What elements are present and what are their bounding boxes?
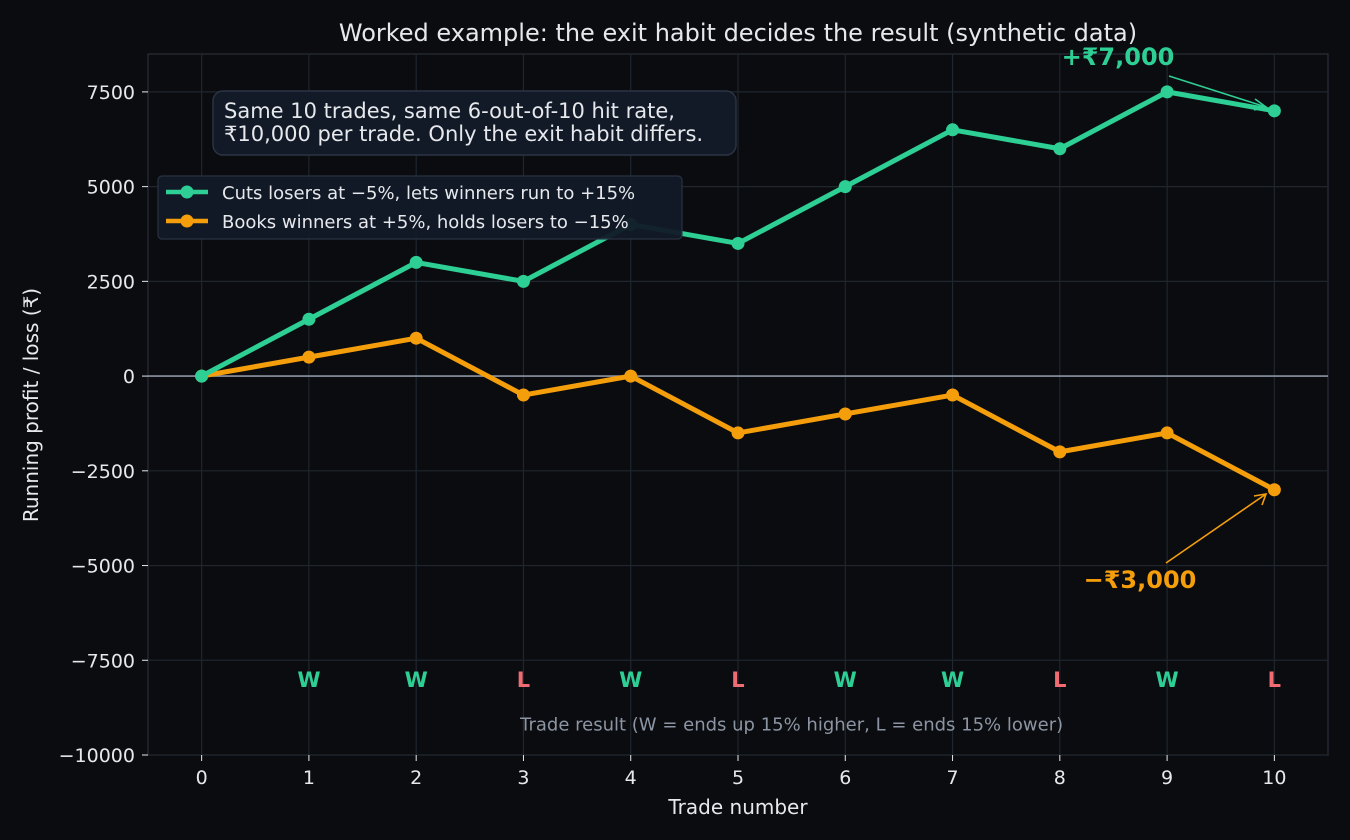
legend-label-series-1: Cuts losers at −5%, lets winners run to … xyxy=(222,183,635,204)
y-tick-label: −10000 xyxy=(59,745,135,767)
y-tick-label: −7500 xyxy=(71,650,135,672)
series-1-point xyxy=(838,180,852,194)
annotation-arrow-gain xyxy=(1168,75,1267,108)
series-1-point xyxy=(409,255,423,269)
trade-result-label: W xyxy=(834,668,857,692)
series-1-point xyxy=(1160,85,1174,99)
trade-result-label: L xyxy=(517,668,530,692)
series-2-point xyxy=(302,350,316,364)
y-axis-label: Running profit / loss (₹) xyxy=(19,288,43,522)
series-2-point xyxy=(1053,445,1067,459)
series-2-point xyxy=(946,388,960,402)
y-tick-label: 2500 xyxy=(87,271,135,293)
series-1-point xyxy=(516,274,530,288)
series-1-point xyxy=(302,312,316,326)
x-tick-label: 1 xyxy=(303,767,315,789)
note-box: Same 10 trades, same 6-out-of-10 hit rat… xyxy=(212,90,737,156)
trade-result-label: W xyxy=(619,668,642,692)
annotation-arrowhead-gain xyxy=(1253,98,1268,111)
legend-marker-series-2 xyxy=(180,214,194,228)
x-tick-label: 3 xyxy=(517,767,529,789)
annotation-gain: +₹7,000 xyxy=(1062,43,1175,71)
trade-result-label: L xyxy=(1053,668,1066,692)
x-tick-label: 5 xyxy=(732,767,744,789)
annotation-arrow-loss xyxy=(1165,493,1267,564)
trade-result-caption: Trade result (W = ends up 15% higher, L … xyxy=(519,715,1063,736)
series-1-point xyxy=(946,123,960,137)
y-tick-label: 7500 xyxy=(87,82,135,104)
y-tick-label: 0 xyxy=(123,366,135,388)
series-2-point xyxy=(516,388,530,402)
grid xyxy=(148,54,1328,756)
series-2-point xyxy=(731,426,745,440)
x-axis-label: Trade number xyxy=(667,795,808,819)
legend-marker-series-1 xyxy=(180,185,194,199)
series-1-point xyxy=(1053,142,1067,156)
series-2-point xyxy=(1160,426,1174,440)
y-tick-label: −5000 xyxy=(71,556,135,578)
x-tick-label: 0 xyxy=(196,767,208,789)
x-tick-label: 6 xyxy=(839,767,851,789)
trade-result-label: L xyxy=(731,668,744,692)
legend: Cuts losers at −5%, lets winners run to … xyxy=(157,175,683,240)
series-2-point xyxy=(1267,483,1281,497)
trade-result-label: W xyxy=(1156,668,1179,692)
y-tick-label: 5000 xyxy=(87,177,135,199)
series-layer xyxy=(195,85,1281,497)
series-2-point xyxy=(409,331,423,345)
series-1-point xyxy=(731,236,745,250)
tick-labels: 0 1 2 3 4 5 6 7 8 9 10 −10000 −7500 −5000 −2500 0 2500 50… xyxy=(59,82,1287,789)
series-2-point xyxy=(838,407,852,421)
x-tick-label: 10 xyxy=(1262,767,1286,789)
note-line-2: ₹10,000 per trade. Only the exit habit d… xyxy=(224,122,703,146)
x-tick-label: 2 xyxy=(410,767,422,789)
x-tick-label: 8 xyxy=(1054,767,1066,789)
trade-result-label: W xyxy=(405,668,428,692)
annotations: +₹7,000 −₹3,000 xyxy=(1062,43,1268,594)
legend-label-series-2: Books winners at +5%, holds losers to −1… xyxy=(222,212,629,233)
trade-result-label: W xyxy=(941,668,964,692)
series-1-point xyxy=(1267,104,1281,118)
trade-result-label: L xyxy=(1268,668,1281,692)
x-tick-label: 4 xyxy=(625,767,637,789)
y-tick-label: −2500 xyxy=(71,461,135,483)
series-1-point xyxy=(195,369,209,383)
annotation-loss: −₹3,000 xyxy=(1084,566,1197,594)
chart-title: Worked example: the exit habit decides t… xyxy=(339,19,1137,47)
x-tick-label: 7 xyxy=(946,767,958,789)
trade-result-label: W xyxy=(297,668,320,692)
series-2-point xyxy=(624,369,638,383)
note-line-1: Same 10 trades, same 6-out-of-10 hit rat… xyxy=(224,99,675,123)
annotation-arrowhead-loss xyxy=(1253,492,1268,506)
x-tick-label: 9 xyxy=(1161,767,1173,789)
